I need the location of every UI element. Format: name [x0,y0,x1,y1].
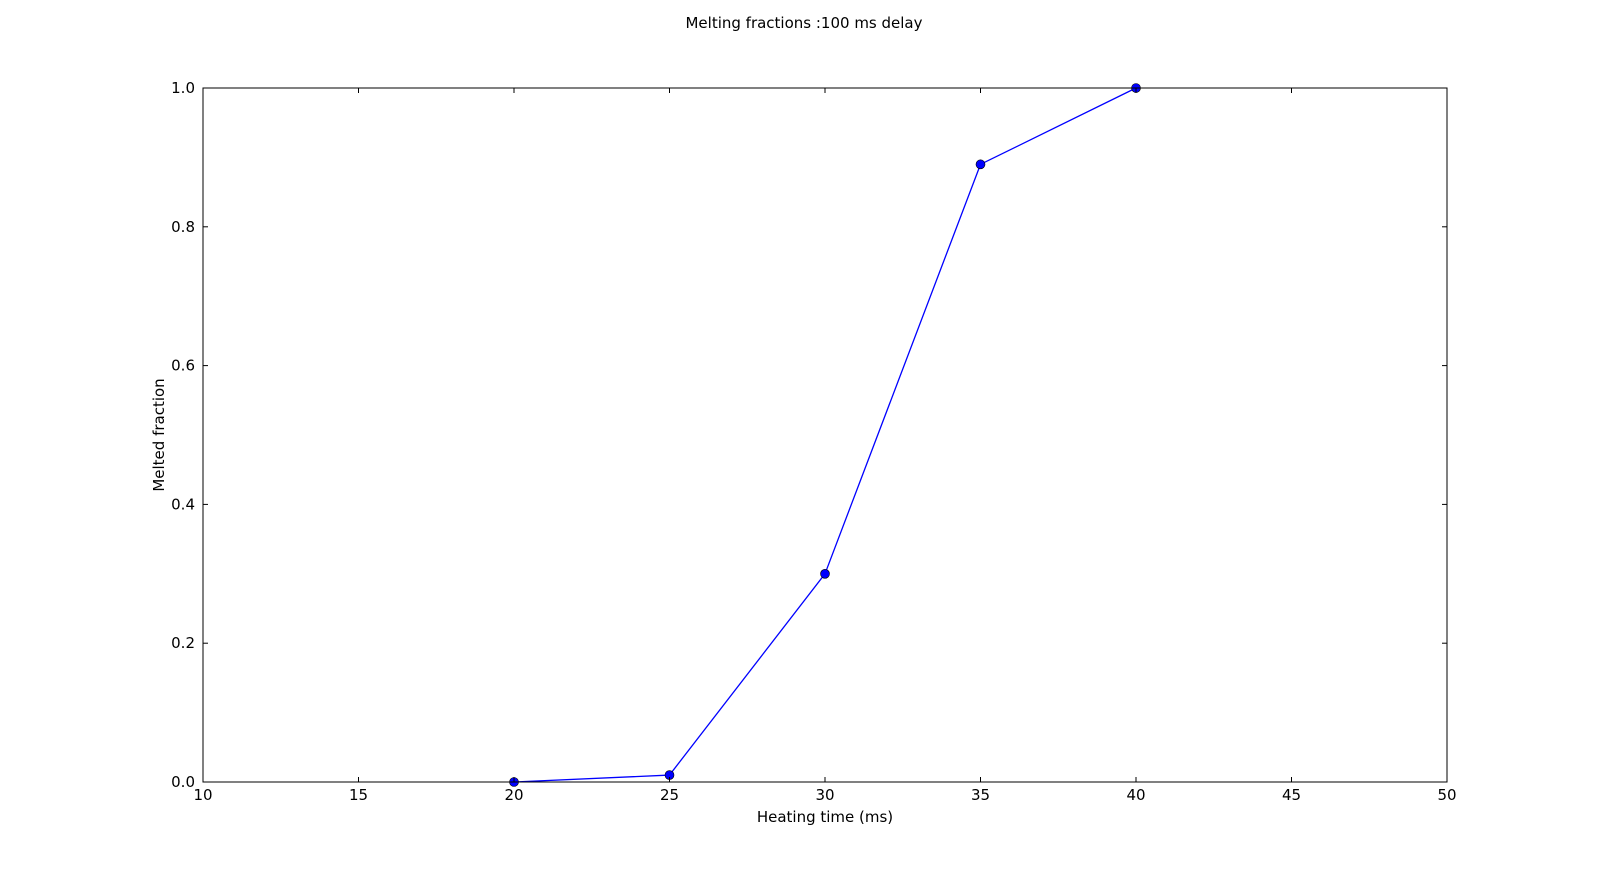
x-axis-ticks: 10 15 20 25 30 35 40 45 50 [193,88,1457,804]
data-point [820,568,830,579]
chart-title: Melting fractions :100 ms delay [685,14,922,32]
x-tick-label: 25 [660,786,679,804]
y-tick-label: 0.6 [171,357,195,375]
x-tick-label: 10 [193,786,212,804]
x-tick-label: 20 [504,786,523,804]
y-axis-ticks: 0.0 0.2 0.4 0.6 0.8 1.0 [171,79,1447,791]
x-tick-label: 15 [349,786,368,804]
series-layer [509,83,1141,787]
y-axis-label: Melted fraction [150,378,168,491]
data-point [975,159,986,170]
y-tick-label: 0.8 [171,218,195,236]
x-tick-label: 40 [1126,786,1145,804]
y-tick-label: 0.0 [171,773,195,791]
y-tick-label: 1.0 [171,79,195,97]
y-tick-label: 0.4 [171,495,195,513]
x-tick-label: 35 [971,786,990,804]
x-tick-label: 30 [815,786,834,804]
x-tick-label: 45 [1282,786,1301,804]
x-tick-label: 50 [1437,786,1456,804]
x-axis-label: Heating time (ms) [757,808,893,826]
y-tick-label: 0.2 [171,634,195,652]
